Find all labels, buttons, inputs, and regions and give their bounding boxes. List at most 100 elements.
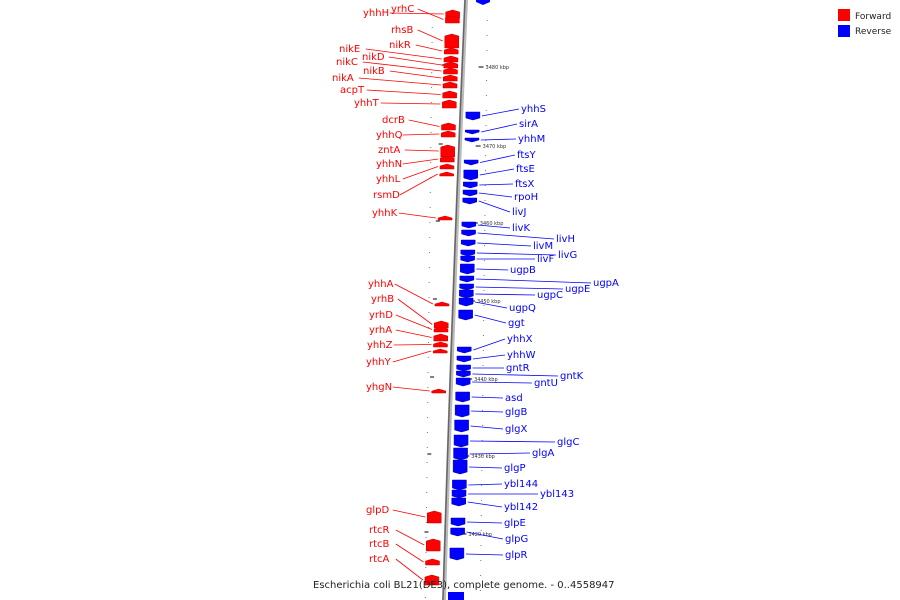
gene-label-yhhA: yhhA <box>368 279 394 290</box>
gene-arrow-nikR <box>443 47 459 55</box>
gene-leader-yhhK <box>398 212 437 219</box>
ruler-dot-left <box>430 147 432 148</box>
gene-arrow-ugpE <box>459 283 474 291</box>
ruler-dot-left <box>425 552 427 553</box>
gene-label-ybl144: ybl144 <box>504 479 538 490</box>
gene-arrow-ftsY <box>463 159 479 166</box>
gene-arrow-yhhZ <box>433 341 448 348</box>
gene-label-yhhT: yhhT <box>354 98 380 109</box>
ruler-dot-right <box>482 350 484 351</box>
gene-label-ugpA: ugpA <box>593 278 619 289</box>
gene-leader-yhhQ <box>402 133 440 136</box>
gene-leader-yrhD <box>395 314 433 330</box>
gene-leader-yhhN <box>402 158 439 165</box>
gene-leader-yhhL <box>402 166 439 180</box>
gene-leader-nikD <box>388 56 442 66</box>
gene-arrow-glpR <box>449 547 465 561</box>
gene-label-yhhW: yhhW <box>507 350 536 361</box>
gene-label-yhhH: yhhH <box>363 8 389 19</box>
ruler-dot-right <box>481 425 483 426</box>
gene-arrow-nikE <box>443 55 459 63</box>
gene-label-rpoH: rpoH <box>514 192 538 203</box>
gene-label-nikE: nikE <box>339 44 360 55</box>
gene-label-livJ: livJ <box>512 207 526 218</box>
gene-arrow-nikD <box>443 61 458 69</box>
gene-arrow-gntK <box>456 370 471 378</box>
gene-arrow-yhhN <box>440 155 455 163</box>
ruler-dot-right <box>485 140 487 141</box>
gene-label-ggt: ggt <box>508 318 525 329</box>
ruler-dot-right <box>483 290 485 291</box>
gene-arrow-partial-bottom <box>448 592 464 600</box>
gene-leader-yhhZ <box>393 344 432 346</box>
gene-arrow-partial-top <box>476 0 490 5</box>
gene-arrow-rsmD <box>439 171 454 177</box>
tick-label: 3440 kbp <box>474 377 498 383</box>
gene-arrow-livG <box>460 249 476 257</box>
tick-label: 3470 kbp <box>483 144 507 150</box>
gene-leader-dcrB <box>408 119 440 127</box>
gene-label-yhgN: yhgN <box>366 382 392 393</box>
tick-label: 3430 kbp <box>471 454 495 460</box>
ruler-dot-left <box>427 402 429 403</box>
gene-leader-sirA <box>481 123 518 133</box>
gene-arrow-acpT <box>442 90 457 99</box>
ruler-dot-left <box>430 132 432 133</box>
gene-arrow-yhhY <box>432 348 448 354</box>
gene-leader-ugpQ <box>474 301 508 309</box>
gene-arrow-yhhK <box>437 215 453 221</box>
gene-arrow-yhhS <box>465 111 481 121</box>
gene-arrow-glgX <box>454 419 469 433</box>
ruler-dot-right <box>481 485 483 486</box>
ruler-dot-left <box>426 447 428 448</box>
gene-label-ugpC: ugpC <box>537 290 563 301</box>
tick-label: 3480 kbp <box>486 65 510 71</box>
gene-arrow-nikA <box>442 81 458 89</box>
ruler-dot-left <box>425 522 427 523</box>
gene-leader-acpT <box>366 89 441 95</box>
gene-arrow-yhhT <box>442 99 457 109</box>
ruler-dot-right <box>481 440 483 441</box>
gene-leader-nikB <box>389 70 442 79</box>
gene-label-glpG: glpG <box>505 534 528 545</box>
gene-arrow-yhhA <box>434 301 450 307</box>
gene-label-nikD: nikD <box>362 52 385 63</box>
gene-arrow-yrhA <box>433 333 449 342</box>
ruler-dot-left <box>431 27 433 28</box>
ruler-dot-left <box>431 87 433 88</box>
ruler-dot-left <box>428 312 430 313</box>
ruler-dot-left <box>428 267 430 268</box>
gene-label-glgP: glgP <box>504 463 526 474</box>
gene-arrow-gntR <box>456 364 471 372</box>
ruler-dot-right <box>482 380 484 381</box>
ruler-dot-right <box>483 275 485 276</box>
ruler-dot-right <box>480 545 482 546</box>
gene-leader-rtcA <box>395 558 424 581</box>
gene-label-ftsY: ftsY <box>517 150 536 161</box>
ruler-dot-left <box>430 162 432 163</box>
ruler-dot-left <box>428 282 430 283</box>
tick-label: 3450 kbp <box>477 299 501 305</box>
gene-arrow-nikC <box>443 67 458 75</box>
ruler-dot-right <box>485 95 487 96</box>
gene-label-ugpB: ugpB <box>510 265 536 276</box>
ruler-dot-left <box>429 207 431 208</box>
ruler-dot-right <box>481 455 483 456</box>
legend-forward-swatch <box>838 9 850 21</box>
ruler-dot-right <box>480 530 482 531</box>
gene-leader-livM <box>477 242 532 247</box>
ruler-dot-right <box>484 170 486 171</box>
gene-arrow-livK <box>461 221 477 229</box>
gene-leader-rpoH <box>478 192 513 198</box>
gene-arrow-yrhC <box>445 15 460 24</box>
gene-arrow-gntU <box>455 377 471 387</box>
gene-label-yrhC: yrhC <box>391 4 414 15</box>
ruler-dot-left <box>429 192 431 193</box>
gene-label-ftsE: ftsE <box>516 164 535 175</box>
gene-leader-yhhW <box>472 354 506 360</box>
gene-leader-ugpE <box>475 286 564 290</box>
gene-label-glpE: glpE <box>504 518 526 529</box>
gene-leader-glpG <box>466 531 504 540</box>
gene-label-rtcB: rtcB <box>369 539 390 550</box>
